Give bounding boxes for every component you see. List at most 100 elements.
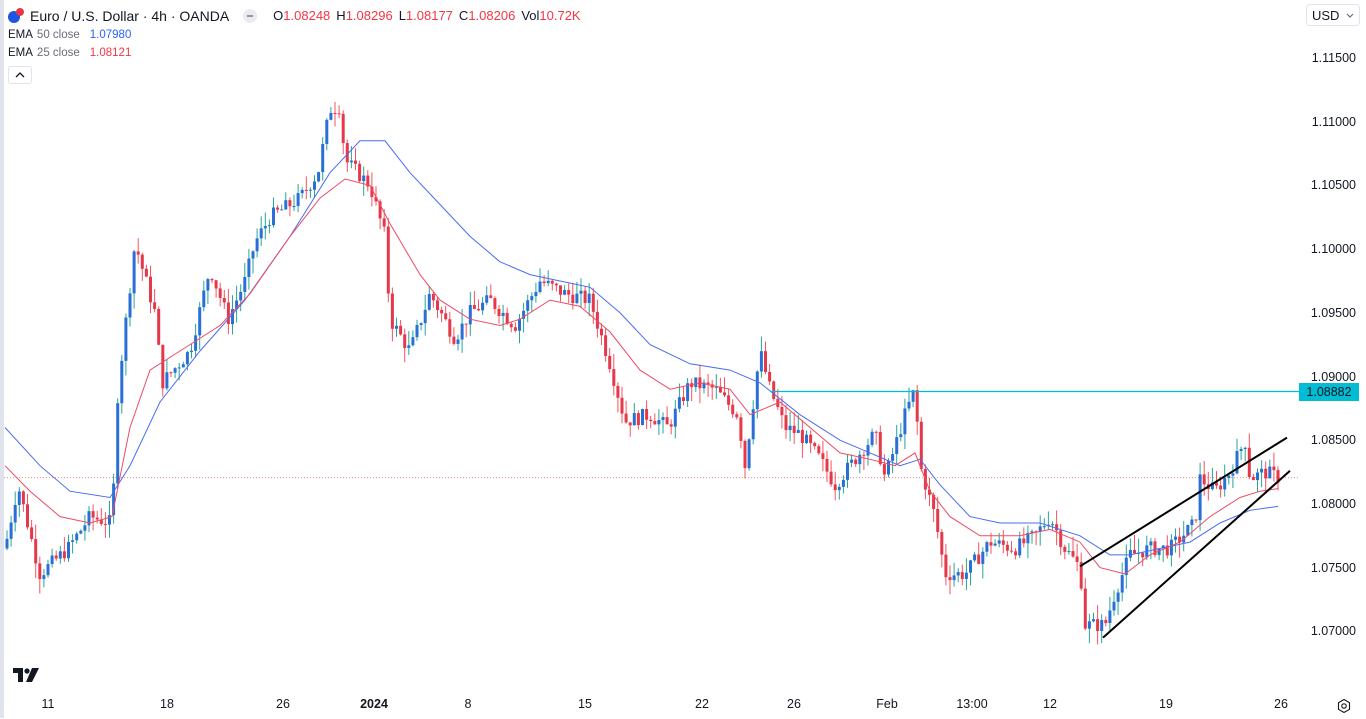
- candle-body: [1239, 449, 1243, 451]
- candle-body: [427, 293, 431, 310]
- candle-body: [718, 386, 722, 393]
- candle-body: [575, 293, 579, 304]
- candle-body: [673, 408, 677, 427]
- candle-body: [874, 431, 878, 433]
- candle-body: [567, 290, 571, 295]
- eurusd-flag-icon: [8, 8, 24, 24]
- candle-body: [686, 383, 690, 402]
- candle-body: [563, 290, 567, 295]
- candle-body: [977, 554, 981, 564]
- candle-body: [1014, 551, 1018, 556]
- tradingview-logo[interactable]: [13, 668, 39, 687]
- candle-body: [448, 319, 452, 337]
- candle-body: [1264, 468, 1268, 479]
- candle-body: [964, 572, 968, 579]
- candle-body: [206, 279, 210, 291]
- candle-body: [768, 372, 772, 382]
- candle-body: [1141, 552, 1145, 558]
- candle-body: [911, 390, 915, 402]
- candle-body: [378, 201, 382, 219]
- ema25-line: [4, 178, 1279, 575]
- chart-settings-button[interactable]: [1336, 698, 1352, 714]
- candle-body: [1202, 474, 1206, 485]
- candle-body: [571, 294, 575, 304]
- candle-body: [169, 372, 173, 374]
- candle-body: [190, 350, 193, 353]
- indicator-ema50[interactable]: EMA 50 close 1.07980: [8, 26, 581, 44]
- candle-body: [645, 409, 649, 420]
- currency-select[interactable]: USD: [1306, 4, 1360, 26]
- candle-body: [99, 519, 103, 524]
- candle-body: [1276, 470, 1280, 483]
- candle-body: [1247, 447, 1251, 477]
- candle-body: [973, 554, 977, 561]
- candle-body: [825, 458, 829, 472]
- indicator-ema25[interactable]: EMA 25 close 1.08121: [8, 44, 581, 62]
- candle-body: [829, 471, 833, 485]
- indicator-value: 1.08121: [89, 47, 132, 59]
- candle-body: [817, 446, 821, 454]
- candle-body: [509, 323, 513, 328]
- time-tick: 26: [276, 697, 290, 711]
- time-tick: 22: [695, 697, 709, 711]
- candle-body: [714, 386, 718, 388]
- candle-body: [702, 382, 706, 389]
- candle-body: [862, 454, 866, 456]
- candle-body: [42, 575, 46, 579]
- candle-body: [464, 323, 468, 325]
- price-axis[interactable]: 1.11500 1.11000 1.10500 1.10000 1.09500 1.090…: [1290, 0, 1366, 690]
- candle-body: [1128, 550, 1132, 558]
- candle-body: [1194, 519, 1198, 521]
- time-axis[interactable]: 11 18 26 2024 8 15 22 26 Feb 13:00 12 19 26: [0, 695, 1300, 718]
- candle-body: [17, 491, 21, 505]
- collapse-indicators-button[interactable]: [8, 66, 32, 84]
- candle-body: [522, 310, 526, 319]
- candle-body: [1071, 551, 1075, 557]
- time-tick: 19: [1159, 697, 1173, 711]
- candle-body: [112, 483, 116, 516]
- candle-body: [280, 209, 284, 211]
- indicator-name: EMA: [8, 47, 33, 59]
- candle-body: [833, 484, 837, 491]
- chevron-down-icon: [1346, 13, 1354, 18]
- candle-body: [390, 293, 394, 329]
- candle-body: [792, 425, 796, 433]
- candle-body: [743, 440, 747, 469]
- candle-body: [669, 424, 673, 427]
- price-tick: 1.09500: [1310, 305, 1356, 320]
- candle-body: [759, 351, 763, 372]
- candle-body: [653, 421, 657, 425]
- candle-body: [800, 429, 804, 444]
- candle-body: [243, 277, 247, 292]
- candle-body: [481, 302, 485, 311]
- price-tick: 1.08500: [1310, 433, 1356, 448]
- minimize-legend-icon[interactable]: [243, 9, 258, 23]
- candle-body: [1112, 601, 1116, 611]
- time-tick: 18: [160, 697, 174, 711]
- candle-body: [124, 317, 128, 361]
- candle-body: [1243, 447, 1247, 450]
- candle-body: [1165, 545, 1169, 556]
- high-key: H: [336, 8, 346, 23]
- candle-body: [591, 293, 595, 312]
- candle-body: [132, 251, 136, 294]
- time-tick: 12: [1043, 697, 1057, 711]
- candle-body: [247, 258, 251, 278]
- candle-body: [661, 417, 665, 421]
- candle-body: [587, 293, 591, 303]
- candle-body: [1198, 474, 1202, 521]
- candle-body: [165, 372, 169, 389]
- candle-body: [513, 327, 517, 331]
- candle-body: [1055, 524, 1059, 531]
- candle-body: [407, 345, 411, 349]
- candle-body: [370, 186, 374, 198]
- price-chart-canvas[interactable]: [0, 0, 1300, 690]
- candle-body: [1092, 619, 1095, 622]
- symbol-title[interactable]: Euro / U.S. Dollar · 4h · OANDA: [30, 8, 230, 24]
- candle-body: [940, 532, 944, 555]
- candle-body: [579, 290, 583, 294]
- candle-body: [440, 309, 444, 314]
- candle-body: [1124, 557, 1128, 576]
- candle-body: [58, 551, 62, 559]
